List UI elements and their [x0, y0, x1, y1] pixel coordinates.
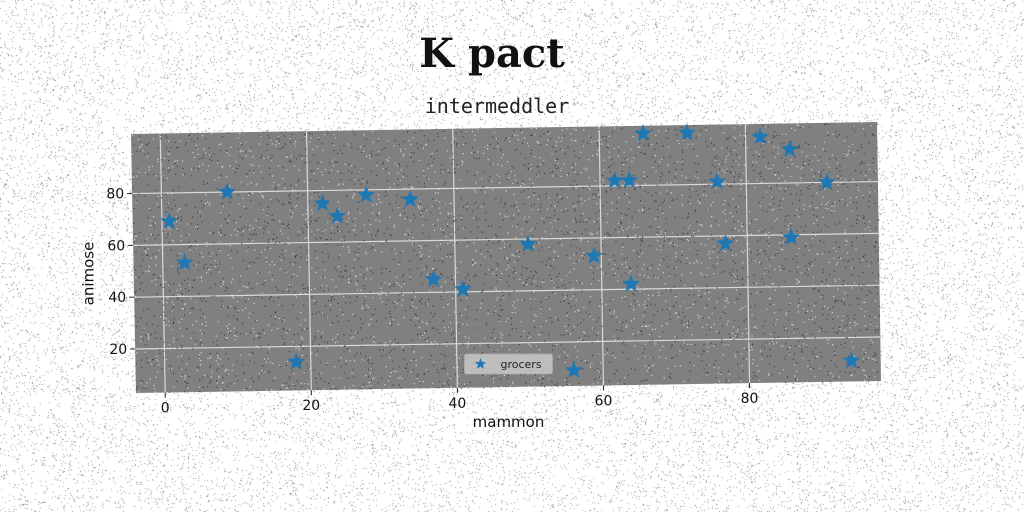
data-point-star	[817, 172, 836, 191]
data-point-star	[564, 360, 584, 379]
y-gridline	[135, 336, 881, 350]
legend-marker-star	[474, 358, 487, 369]
data-point-star	[620, 170, 639, 189]
x-axis-ticks: 0 20 40 60 80	[161, 383, 759, 417]
x-gridline	[598, 126, 605, 386]
y-tick-label: 40	[108, 290, 126, 306]
data-point-star	[313, 193, 332, 212]
x-gridline	[159, 133, 166, 393]
data-point-star	[453, 279, 472, 297]
y-gridline	[133, 232, 879, 246]
data-point-star	[716, 234, 735, 252]
y-tick-label: 60	[107, 238, 125, 254]
legend-label: grocers	[501, 358, 542, 371]
data-point-star	[357, 185, 376, 203]
chart-title: K pact	[419, 30, 565, 77]
data-point-star	[621, 274, 641, 292]
y-axis-label: animose	[80, 242, 98, 306]
x-gridline	[744, 124, 751, 384]
plot-area	[131, 122, 881, 393]
data-point-star	[634, 124, 653, 142]
data-point-star	[842, 351, 861, 369]
x-tick-label: 0	[161, 401, 170, 417]
data-point-star	[605, 171, 624, 189]
y-gridline	[134, 284, 880, 298]
data-points	[160, 123, 861, 379]
data-point-star	[780, 139, 799, 157]
y-tick-label: 80	[106, 187, 124, 203]
grid-lines	[132, 124, 881, 393]
data-point-star	[424, 269, 443, 288]
data-point-star	[707, 172, 727, 190]
data-point-star	[218, 182, 237, 200]
data-point-star	[328, 206, 347, 224]
data-point-star	[584, 246, 603, 264]
x-tick-label: 40	[448, 396, 466, 412]
data-point-star	[160, 211, 179, 230]
x-gridline	[452, 128, 458, 388]
chart-subtitle: intermeddler	[424, 94, 570, 118]
x-tick-label: 80	[741, 391, 759, 407]
data-point-star	[287, 352, 306, 370]
legend-box	[464, 353, 553, 375]
legend: grocers	[464, 353, 553, 375]
y-gridline	[132, 180, 878, 195]
data-point-star	[175, 253, 194, 271]
data-point-star	[751, 127, 770, 145]
y-axis-ticks: 20 40 60 80	[106, 187, 136, 358]
data-point-star	[782, 227, 801, 246]
x-tick-label: 20	[302, 398, 320, 414]
x-axis-label: mammon	[473, 413, 545, 431]
data-point-star	[518, 234, 537, 252]
data-point-star	[677, 123, 697, 141]
x-gridline	[305, 131, 312, 391]
data-point-star	[401, 189, 420, 208]
x-tick-label: 60	[595, 393, 613, 409]
y-tick-label: 20	[109, 342, 127, 358]
